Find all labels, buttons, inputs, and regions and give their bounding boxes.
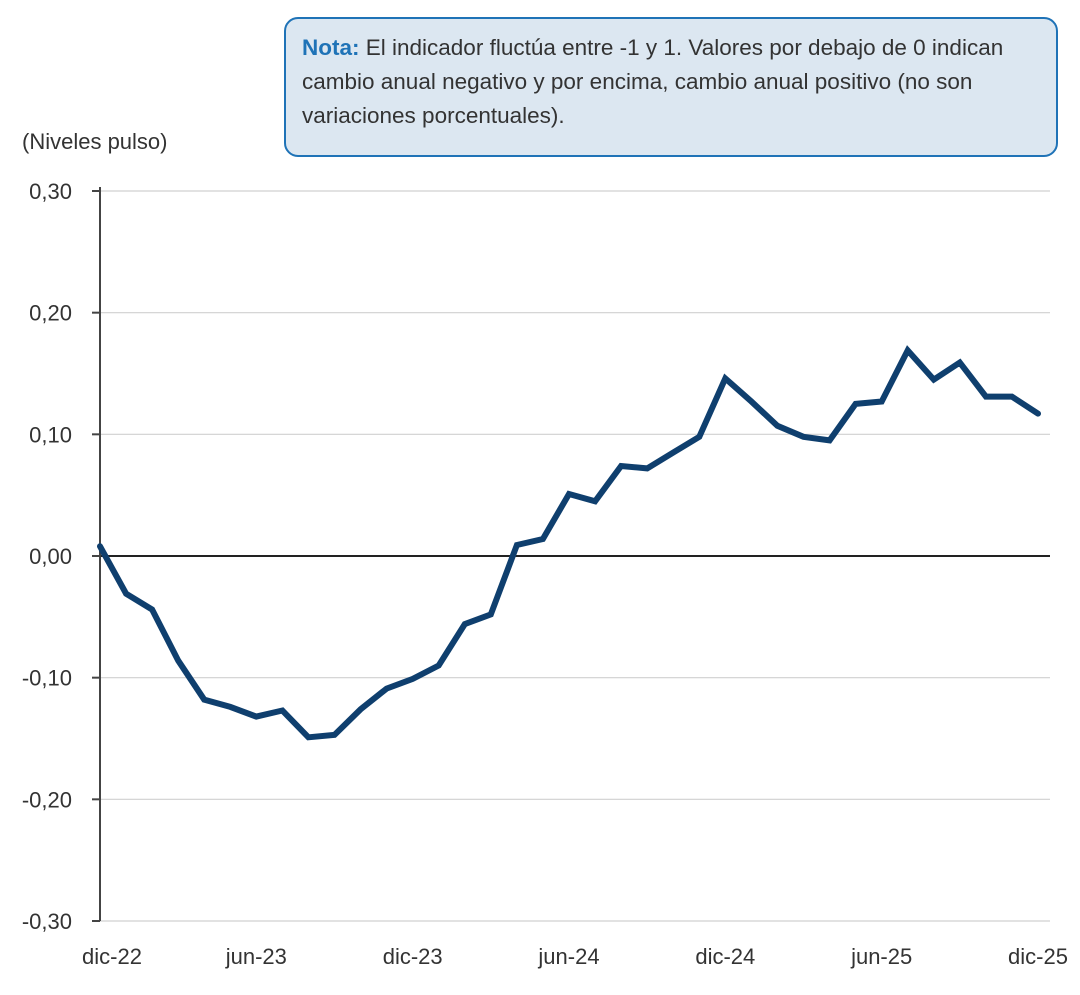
note-box: Nota: El indicador fluctúa entre -1 y 1.… xyxy=(284,17,1058,157)
x-tick-label: dic-24 xyxy=(695,944,755,969)
x-tick-label: dic-22 xyxy=(82,944,142,969)
y-tick-label: 0,30 xyxy=(29,179,72,204)
x-tick-label: dic-25 xyxy=(1008,944,1068,969)
x-tick-label: jun-24 xyxy=(537,944,599,969)
y-tick-label: 0,10 xyxy=(29,422,72,447)
x-tick-label: dic-23 xyxy=(383,944,443,969)
x-tick-label: jun-25 xyxy=(850,944,912,969)
series-line xyxy=(97,345,1041,741)
y-tick-label: -0,20 xyxy=(22,787,72,812)
note-label: Nota: xyxy=(302,35,360,60)
y-tick-label: 0,00 xyxy=(29,544,72,569)
x-tick-label: jun-23 xyxy=(225,944,287,969)
y-tick-label: -0,10 xyxy=(22,666,72,691)
y-tick-label: 0,20 xyxy=(29,301,72,326)
note-text: El indicador fluctúa entre -1 y 1. Valor… xyxy=(302,35,1004,128)
y-tick-label: -0,30 xyxy=(22,909,72,934)
y-axis-label: (Niveles pulso) xyxy=(22,129,168,154)
